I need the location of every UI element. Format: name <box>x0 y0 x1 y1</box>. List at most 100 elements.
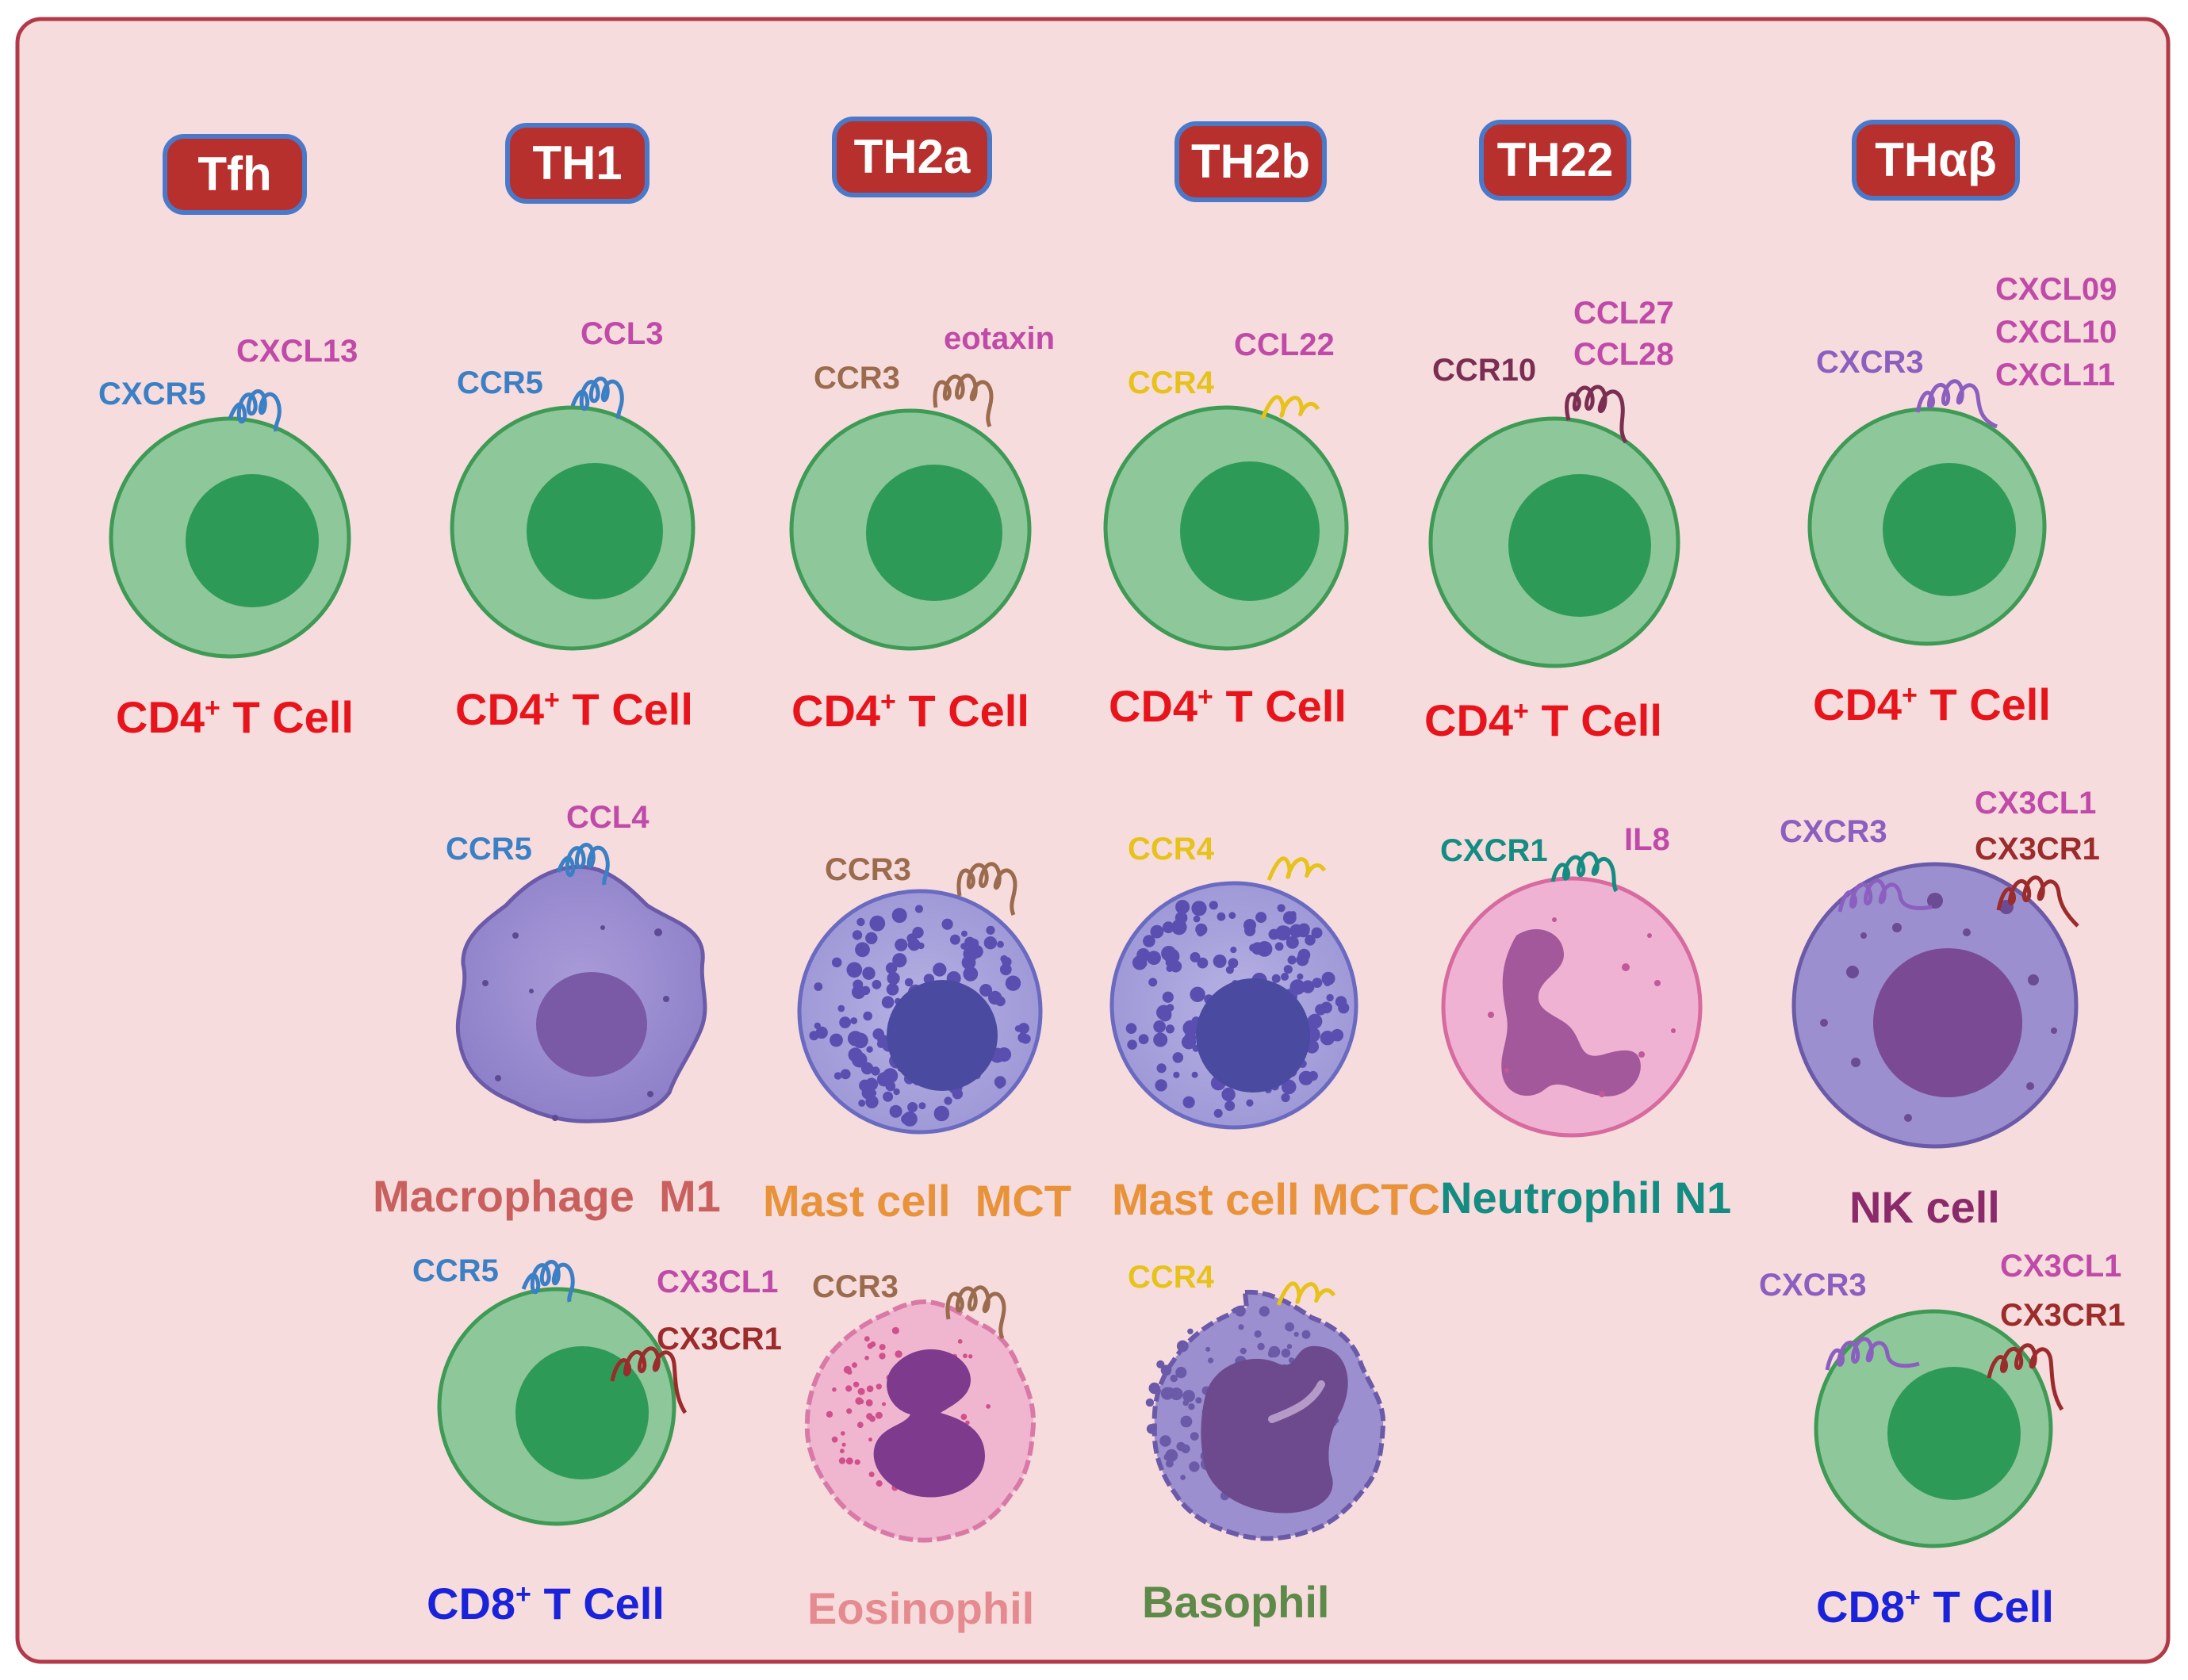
mast-cell-mctc: CCR4 Mast cell MCTC <box>1109 832 1440 1224</box>
granule-dot <box>1165 1024 1174 1034</box>
mctc-cell-label: Mast cell MCTC <box>1112 1174 1440 1224</box>
granule-dot <box>1297 948 1311 962</box>
granule-dot <box>893 1088 900 1096</box>
granule-dot <box>857 1387 865 1395</box>
granule-dot <box>883 1091 894 1102</box>
granule-dot <box>895 938 908 951</box>
granule-dot <box>1281 973 1289 981</box>
granule-dot <box>815 1026 828 1039</box>
granule-dot <box>1191 901 1207 917</box>
granule-dot <box>1281 1093 1290 1103</box>
granule-dot <box>840 1448 845 1454</box>
nk-ligand-label: CX3CL1 <box>1975 786 2096 821</box>
granule-dot <box>1017 1032 1029 1043</box>
granule-dot <box>949 934 960 945</box>
granule-dot <box>1190 1432 1199 1441</box>
tfh-ligand-label: CXCL13 <box>236 334 358 369</box>
granule-dot <box>1184 1031 1197 1043</box>
granule-dot <box>864 1336 870 1342</box>
granule-dot <box>1127 1039 1137 1050</box>
granule-dot <box>839 1016 851 1028</box>
granule-dot <box>1180 1415 1193 1428</box>
granule-dot <box>1175 1367 1187 1379</box>
mast-cell-mct: CCR3 Mast cell MCT <box>763 852 1071 1226</box>
granule-dot <box>1190 986 1205 1003</box>
header-tfh-label: Tfh <box>197 147 271 201</box>
granule-dot <box>907 1102 918 1112</box>
granule-dot <box>1281 1349 1291 1358</box>
granule-dot <box>851 1051 868 1068</box>
th1-cd4-t-cell: CCR5 CCL3 CD4+ T Cell <box>450 316 695 734</box>
granule-dot <box>856 1422 864 1429</box>
granule-dot <box>1170 1374 1178 1383</box>
granule-dot <box>863 1011 872 1021</box>
granule-dot <box>1259 1306 1270 1317</box>
thab-cd8-t-cell: CXCR3 CX3CL1 CX3CR1 CD8+ T Cell <box>1759 1249 2125 1632</box>
th2a-ligand-label: eotaxin <box>944 321 1055 356</box>
granule-dot <box>912 927 924 939</box>
granule-dot <box>1282 911 1297 924</box>
neutrophil-granules <box>1488 917 1676 1097</box>
thab-cell-label: CD4+ T Cell <box>1813 679 2051 729</box>
granule-dot <box>883 1068 899 1084</box>
ccr3-receptor-icon <box>933 373 994 427</box>
mct-receptor-label: CCR3 <box>825 852 911 887</box>
granule-dot <box>871 1066 880 1076</box>
granule-dot <box>847 1031 864 1047</box>
cxcr5-receptor-icon <box>228 389 282 432</box>
macrophage-ligand-label: CCL4 <box>566 800 650 835</box>
th2a-receptor-label: CCR3 <box>814 361 900 396</box>
granule-dot <box>1213 1108 1223 1118</box>
granule-dot <box>994 1076 1006 1089</box>
granule-dot <box>1153 1032 1168 1047</box>
ccr4-receptor-icon <box>1260 395 1320 419</box>
granule-dot <box>1321 971 1335 985</box>
th22-cd4-t-cell: CCR10 CCL27 CCL28 CD4+ T Cell <box>1424 296 1680 745</box>
thab-cd4-t-cell: CXCR3 CXCL09 CXCL10 CXCL11 CD4+ T Cell <box>1807 272 2117 729</box>
macrophage-cell-label: Macrophage M1 <box>373 1171 721 1221</box>
th2a-cd4-t-cell: CCR3 eotaxin CD4+ T Cell <box>789 321 1055 736</box>
ccr5-receptor-icon <box>521 1260 575 1303</box>
nk-cell-label: NK cell <box>1849 1182 2000 1232</box>
header-th2a: TH2a <box>832 117 992 197</box>
granule-dot <box>968 1354 973 1359</box>
cx3cr1-receptor-icon <box>1996 875 2079 928</box>
granule-dot <box>1197 928 1205 937</box>
granule-dot <box>1289 924 1304 938</box>
thab-ligand-label-3: CXCL11 <box>1995 358 2115 392</box>
granule-dot <box>875 1411 883 1419</box>
granule-dot <box>1188 1403 1195 1410</box>
granule-dot <box>845 1385 853 1392</box>
granule-dot <box>1235 1305 1246 1317</box>
tfh-cd4-t-cell: CXCR5 CXCL13 CD4+ T Cell <box>98 334 358 742</box>
granule-dot <box>886 983 899 996</box>
granule-dot <box>852 1362 857 1368</box>
granule-dot <box>872 1028 884 1040</box>
ccr4-receptor-icon <box>1276 1281 1336 1306</box>
granule-dot <box>843 1365 852 1374</box>
granule-dot <box>1208 1357 1214 1364</box>
th22-ligand-label-2: CCL28 <box>1573 337 1674 372</box>
granule-dot <box>1148 1382 1160 1395</box>
granule-dot <box>1159 1008 1172 1022</box>
granule-dot <box>1205 1346 1211 1352</box>
granule-dot <box>892 953 907 968</box>
granule-dot <box>1312 978 1323 988</box>
granule-dot <box>891 908 907 924</box>
granule-dot <box>855 942 870 958</box>
ccr4-receptor-icon <box>1266 856 1327 881</box>
basophil-cell-label: Basophil <box>1142 1577 1329 1627</box>
granule-dot <box>1256 941 1273 957</box>
granule-dot <box>914 905 923 913</box>
granule-dot <box>841 1442 846 1447</box>
granule-dot <box>1162 921 1174 934</box>
granule-dot <box>1274 942 1284 951</box>
tfh-cell-label: CD4+ T Cell <box>116 692 354 742</box>
granule-dot <box>970 944 983 959</box>
granule-dot <box>907 938 921 951</box>
granule-dot <box>814 982 823 991</box>
granule-dot <box>1173 1071 1180 1078</box>
granule-dot <box>918 1102 926 1110</box>
cxcr1-receptor-icon <box>1550 851 1619 893</box>
granule-dot <box>879 1344 886 1351</box>
